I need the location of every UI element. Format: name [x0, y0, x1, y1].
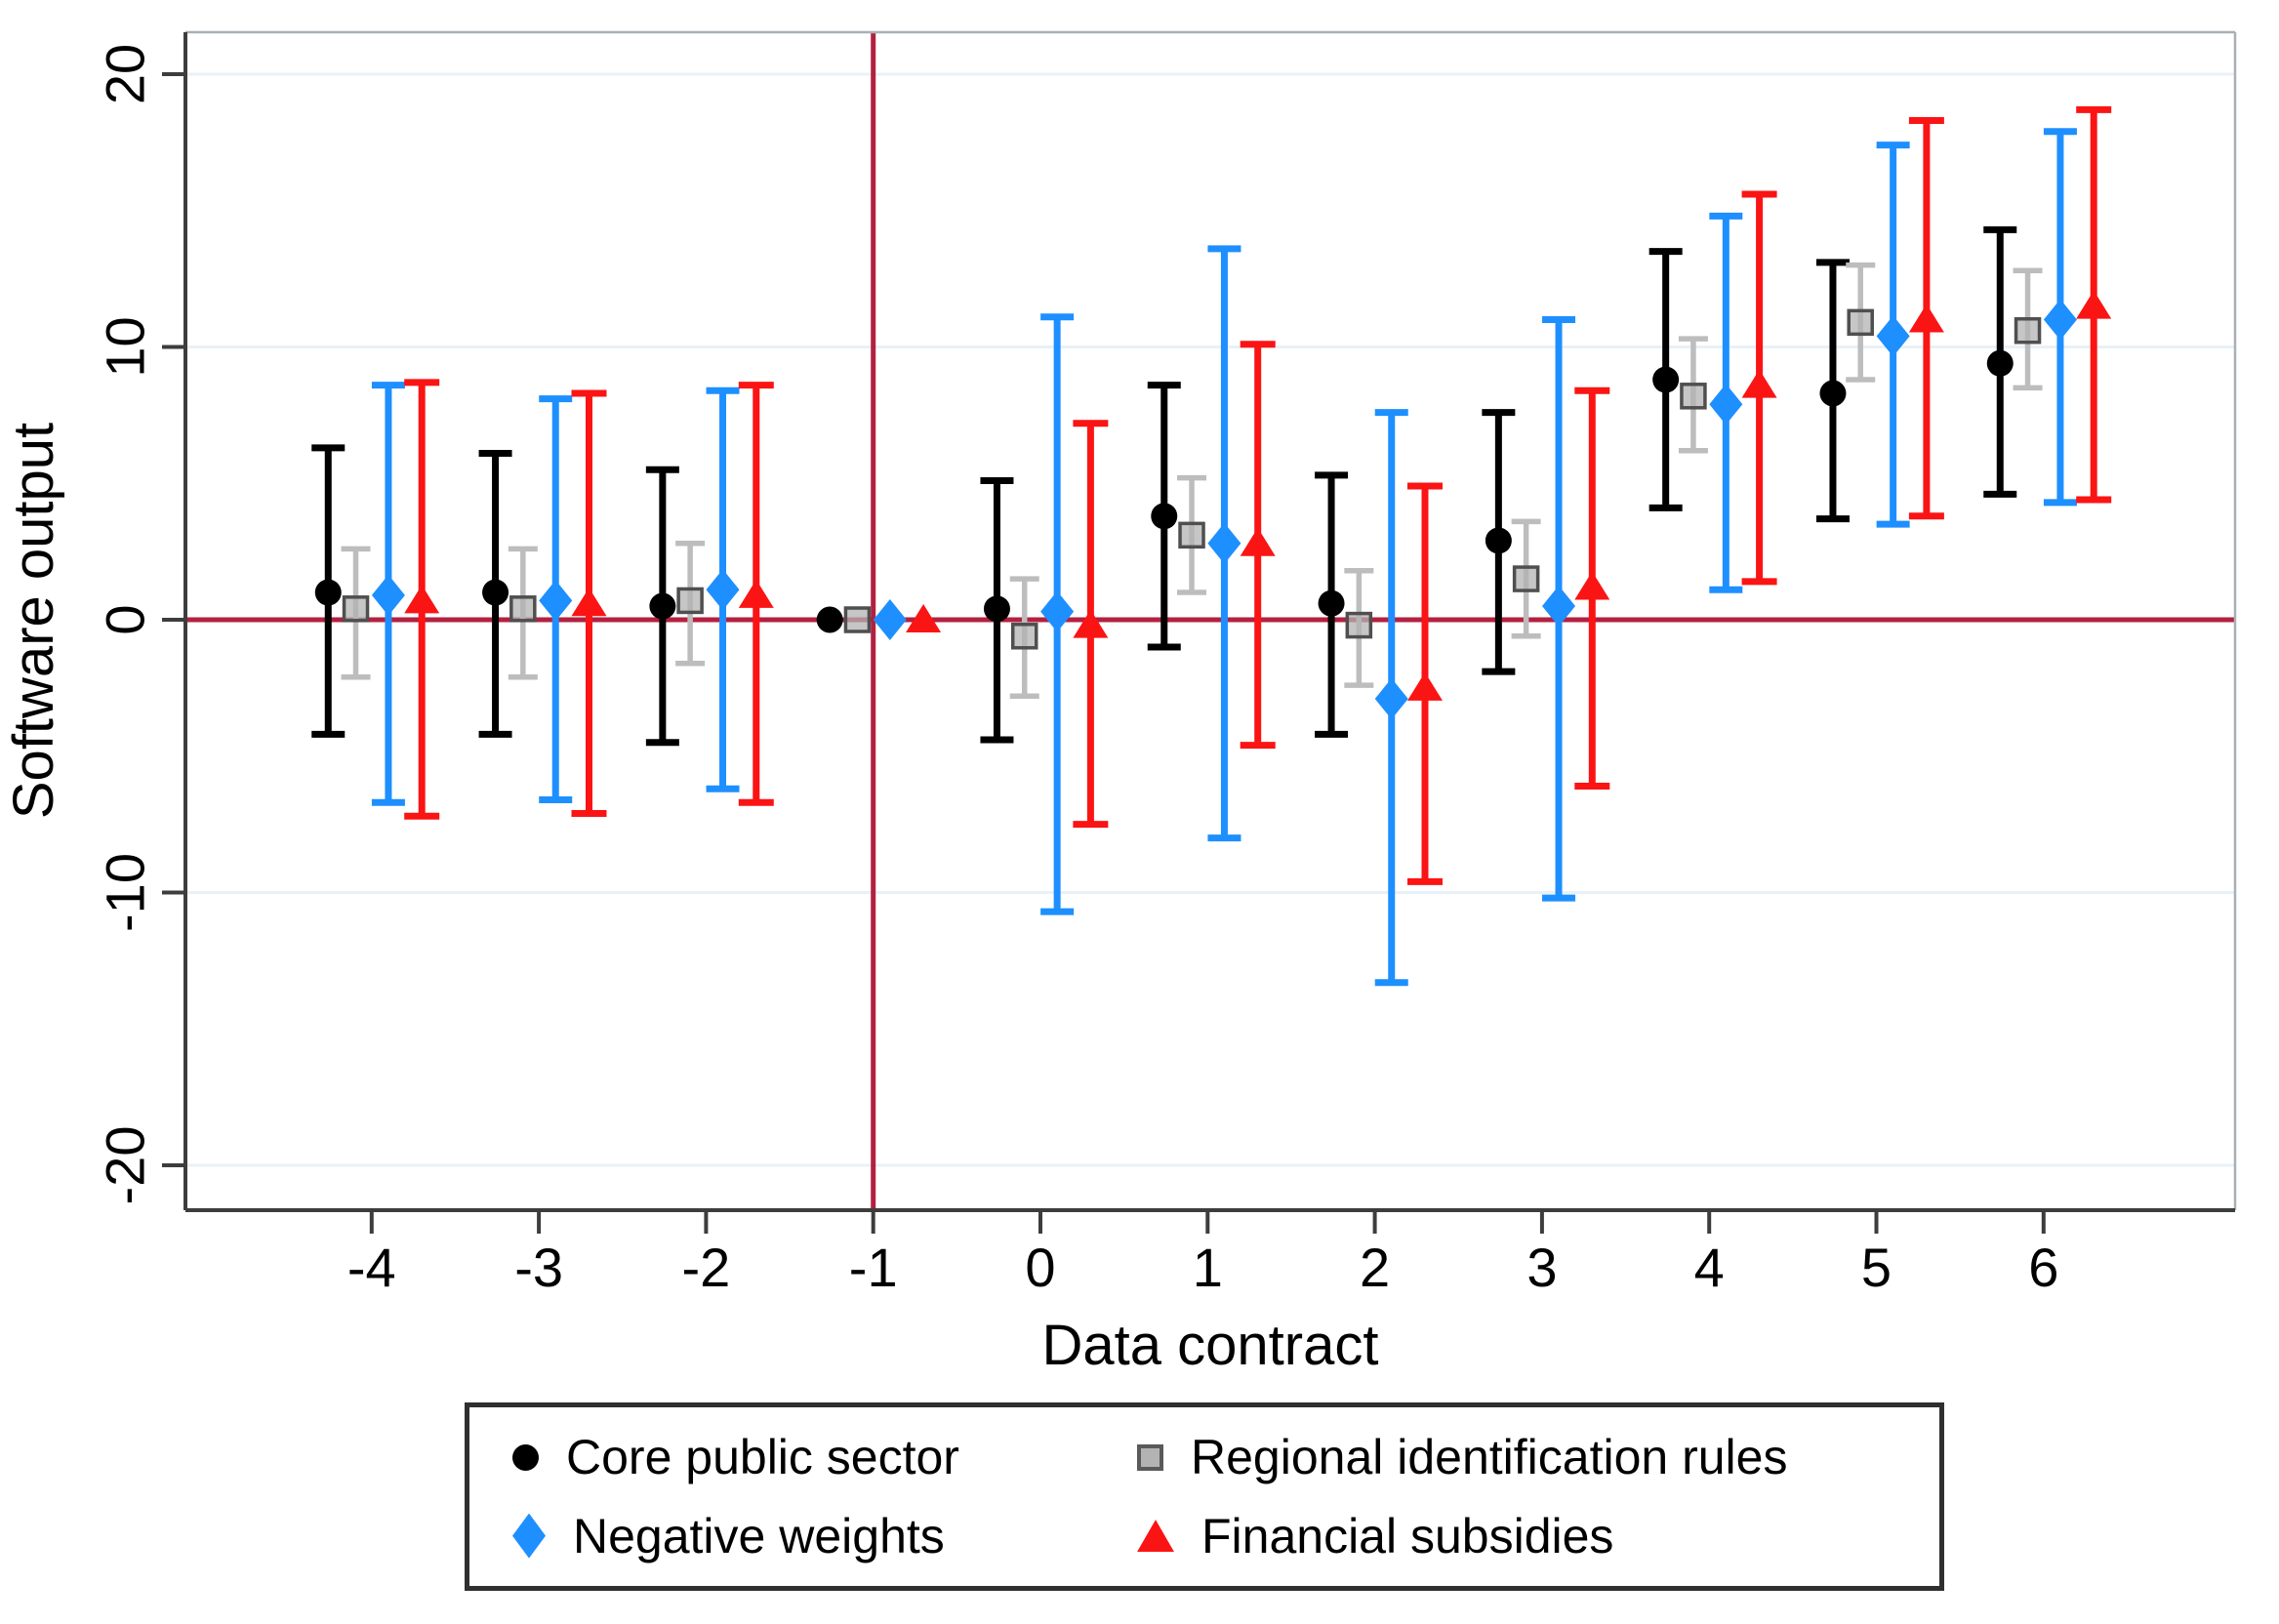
- circle-marker: [1151, 503, 1178, 530]
- y-tick-label: -10: [95, 853, 156, 932]
- circle-marker: [314, 579, 342, 606]
- diamond-marker: [1542, 586, 1576, 628]
- circle-marker-icon: [512, 1443, 539, 1471]
- circle-marker: [1318, 589, 1345, 617]
- triangle-marker: [571, 588, 607, 617]
- legend-item-negative-weights: Negative weights: [469, 1508, 1094, 1564]
- x-tick-label: -3: [514, 1237, 563, 1298]
- x-tick-label: -4: [347, 1237, 396, 1298]
- legend-item-regional-identification-rules: Regional identification rules: [1094, 1429, 1939, 1485]
- y-tick-label: 10: [95, 316, 156, 377]
- legend-label: Financial subsidies: [1201, 1508, 1614, 1563]
- x-tick-label: -1: [849, 1237, 898, 1298]
- triangle-marker: [1073, 609, 1109, 638]
- legend-label: Negative weights: [573, 1508, 945, 1563]
- x-tick-label: 0: [1025, 1237, 1055, 1298]
- legend-label: Regional identification rules: [1191, 1430, 1788, 1485]
- square-marker: [2014, 316, 2042, 345]
- square-marker: [509, 595, 537, 623]
- diamond-marker: [2043, 299, 2077, 341]
- circle-marker: [1819, 380, 1847, 407]
- circle-marker: [649, 592, 676, 620]
- x-axis-title: Data contract: [1042, 1314, 1379, 1377]
- triangle-marker-icon: [1137, 1520, 1174, 1553]
- square-marker: [676, 587, 704, 615]
- diamond-marker: [873, 599, 907, 640]
- triangle-marker: [738, 579, 774, 608]
- legend-label: Core public sector: [566, 1430, 959, 1485]
- triangle-marker: [1574, 571, 1610, 600]
- triangle-marker: [1406, 671, 1443, 701]
- y-axis-title: Software output: [2, 423, 65, 819]
- diamond-marker: [539, 580, 573, 622]
- legend: Core public sector Regional identificati…: [465, 1402, 1944, 1591]
- y-tick-label: 0: [95, 604, 156, 634]
- triangle-marker: [1240, 527, 1276, 556]
- triangle-marker: [1741, 369, 1777, 398]
- square-marker-icon: [1137, 1443, 1163, 1471]
- legend-item-core-public-sector: Core public sector: [469, 1429, 1094, 1485]
- circle-marker: [816, 606, 843, 633]
- legend-item-financial-subsidies: Financial subsidies: [1094, 1508, 1939, 1564]
- x-tick-label: 3: [1526, 1237, 1557, 1298]
- x-tick-label: -2: [682, 1237, 731, 1298]
- circle-marker: [1485, 527, 1512, 554]
- triangle-marker: [2076, 290, 2112, 319]
- triangle-marker: [906, 604, 942, 632]
- circle-marker: [983, 595, 1010, 623]
- circle-marker: [482, 579, 509, 606]
- square-marker: [1680, 383, 1707, 410]
- y-tick-label: -20: [95, 1126, 156, 1205]
- x-tick-label: 6: [2028, 1237, 2058, 1298]
- square-marker: [342, 595, 370, 623]
- diamond-marker: [371, 574, 405, 616]
- x-tick-label: 5: [1861, 1237, 1892, 1298]
- triangle-marker: [404, 585, 440, 614]
- square-marker: [1345, 611, 1373, 639]
- triangle-marker: [1908, 304, 1944, 333]
- diamond-marker: [1040, 590, 1075, 632]
- x-tick-label: 2: [1360, 1237, 1390, 1298]
- circle-marker: [1986, 349, 2014, 377]
- diamond-marker-icon: [512, 1513, 546, 1559]
- square-marker: [1178, 521, 1205, 549]
- square-marker: [843, 606, 872, 633]
- diamond-marker: [1374, 678, 1408, 720]
- diamond-marker: [1876, 315, 1910, 357]
- square-marker: [1010, 623, 1038, 650]
- diamond-marker: [1207, 522, 1241, 564]
- x-tick-label: 1: [1193, 1237, 1223, 1298]
- x-tick-label: 4: [1694, 1237, 1725, 1298]
- y-tick-label: 20: [95, 44, 156, 104]
- diamond-marker: [706, 569, 740, 611]
- square-marker: [1847, 308, 1874, 337]
- circle-marker: [1652, 366, 1680, 393]
- diamond-marker: [1709, 384, 1743, 426]
- square-marker: [1512, 565, 1540, 592]
